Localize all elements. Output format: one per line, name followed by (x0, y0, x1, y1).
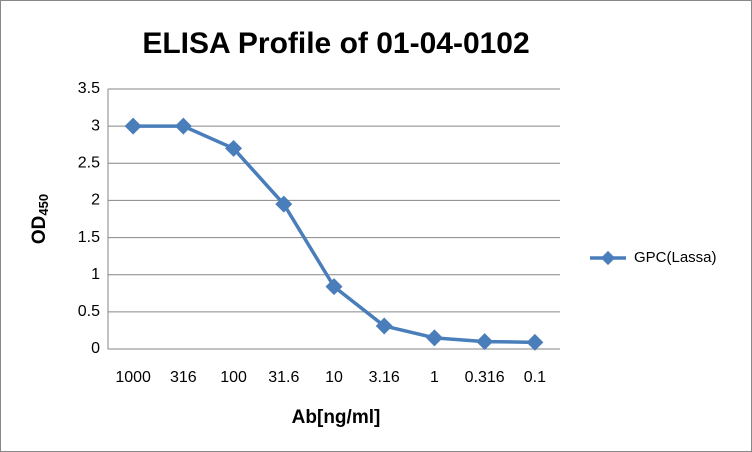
y-tick-label: 1 (91, 266, 100, 283)
y-tick-label: 2.5 (78, 155, 100, 172)
data-point (325, 278, 343, 296)
legend-marker (600, 250, 616, 266)
x-tick-label: 100 (220, 369, 247, 386)
y-tick-label: 0 (91, 340, 100, 357)
x-tick-label: 0.316 (465, 369, 505, 386)
x-tick-label: 3.16 (369, 369, 400, 386)
x-tick-label: 1000 (115, 369, 151, 386)
y-axis-label-main: OD (29, 216, 50, 245)
legend-label: GPC(Lassa) (634, 249, 717, 266)
data-point (375, 317, 393, 335)
y-tick-label: 2 (91, 192, 100, 209)
x-axis-label: Ab[ng/ml] (292, 407, 381, 428)
data-point (526, 333, 544, 351)
data-point (425, 329, 443, 347)
y-axis-label-subscript: 450 (36, 194, 51, 216)
y-tick-label: 3 (91, 117, 100, 134)
x-tick-label: 10 (325, 369, 343, 386)
y-axis-label: OD450 (29, 194, 51, 244)
y-tick-label: 0.5 (78, 303, 100, 320)
x-tick-label: 0.1 (524, 369, 546, 386)
data-point (225, 139, 243, 157)
data-point (476, 333, 494, 351)
chart-title: ELISA Profile of 01-04-0102 (142, 27, 529, 60)
x-tick-label: 31.6 (268, 369, 299, 386)
data-point (275, 195, 293, 213)
y-tick-label: 1.5 (78, 229, 100, 246)
y-tick-label: 3.5 (78, 80, 100, 97)
x-tick-label: 316 (170, 369, 197, 386)
x-tick-label: 1 (430, 369, 439, 386)
